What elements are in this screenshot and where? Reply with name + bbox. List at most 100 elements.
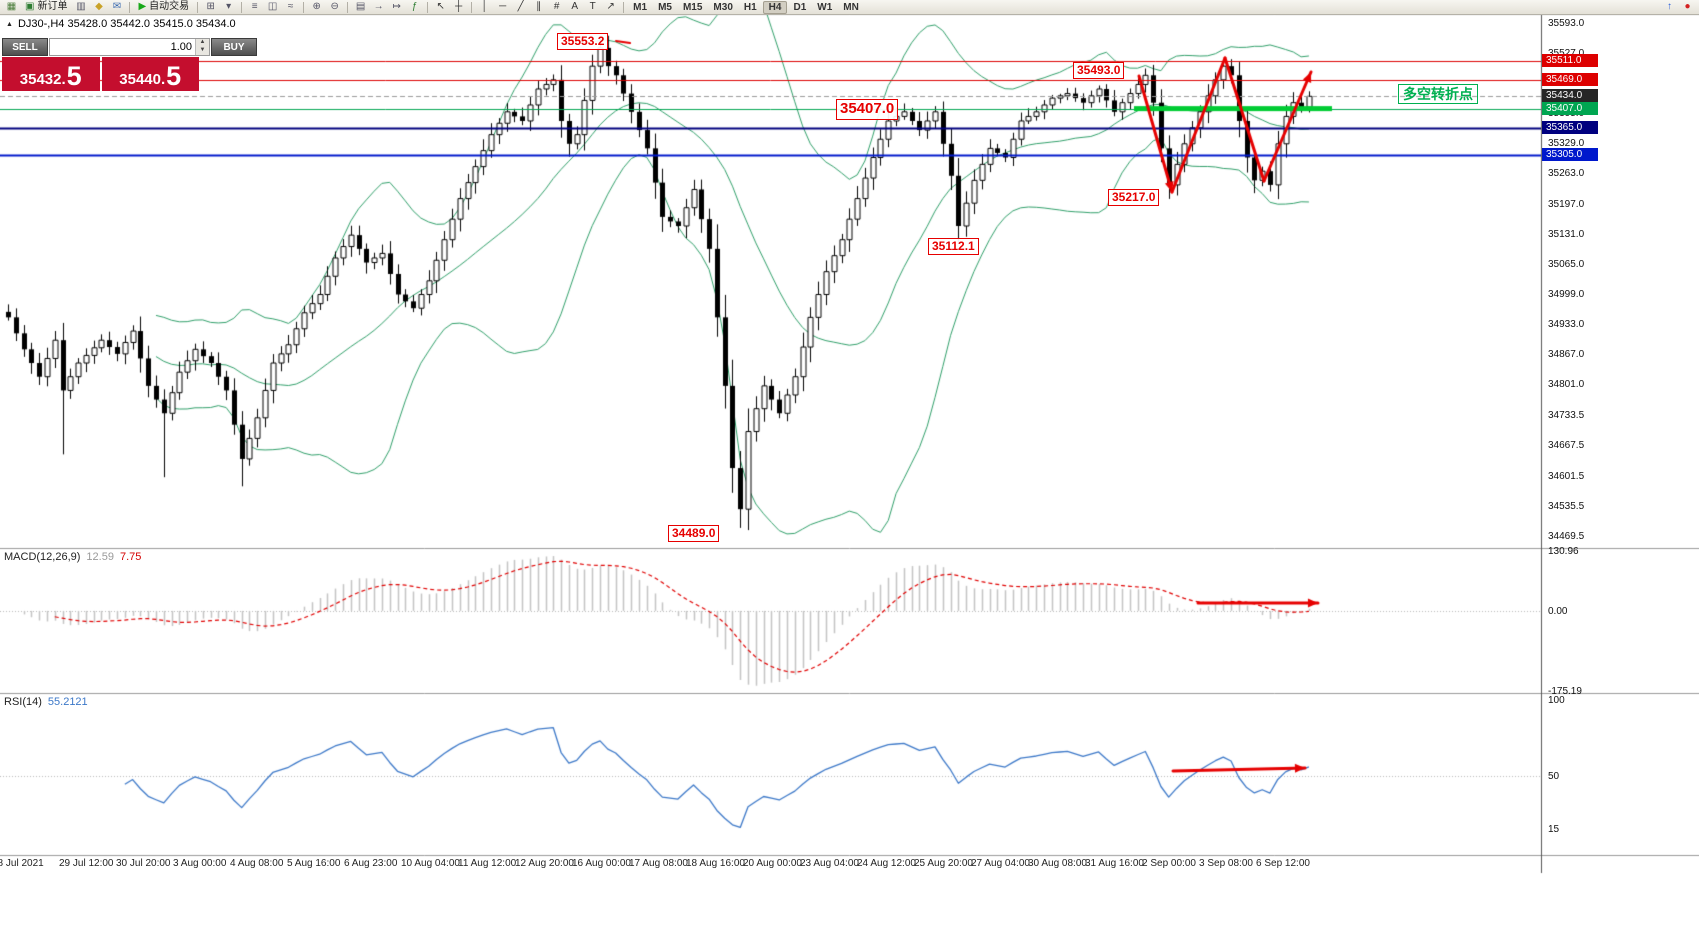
horizontal-line-icon[interactable]: ─ <box>499 1 507 12</box>
toolbar-separator <box>471 1 473 13</box>
text-icon[interactable]: A <box>571 1 578 12</box>
zoom-out-icon[interactable]: ⊖ <box>330 1 339 12</box>
autotrading-button[interactable]: ▶ 自动交易 <box>134 0 193 14</box>
price-axis-label: 34933.0 <box>1548 319 1585 331</box>
arrow-objects-icon[interactable]: ↗ <box>606 1 615 12</box>
auto-scroll-icon[interactable]: → <box>373 1 384 12</box>
new-order-button[interactable]: ▣ 新订单 <box>21 0 71 14</box>
market-depth-icon[interactable]: ▥ <box>76 1 86 12</box>
sell-price-main: 35432. <box>19 70 66 88</box>
connection-status-icon[interactable]: ● <box>1684 1 1691 12</box>
time-axis-label: 12 Aug 20:00 <box>515 858 574 869</box>
candle-chart-icon[interactable]: ◫ <box>267 1 278 12</box>
volume-down-icon[interactable]: ▼ <box>199 47 206 53</box>
price-axis-label: 34733.5 <box>1548 410 1585 422</box>
time-axis-label: 20 Aug 00:00 <box>743 858 802 869</box>
buy-price-pip: 5 <box>166 61 182 92</box>
buy-button[interactable]: BUY <box>211 38 257 56</box>
price-tag: 35469.0 <box>1542 73 1598 87</box>
time-axis-label: 10 Aug 04:00 <box>401 858 460 869</box>
new-order-button-label: 新订单 <box>37 1 68 12</box>
equidistant-channel-icon[interactable]: ∥ <box>536 1 542 12</box>
cursor-icon[interactable]: ↖ <box>436 1 445 12</box>
timeframe-h1[interactable]: H1 <box>743 1 757 13</box>
timeframe-m30[interactable]: M30 <box>713 1 733 13</box>
indicators-icon[interactable]: ƒ <box>411 1 418 12</box>
new-chart-icon[interactable]: ⊞ <box>206 1 215 12</box>
bar-chart-icon[interactable]: ≡ <box>251 1 258 12</box>
turning-point-note[interactable]: 多空转折点 <box>1398 84 1478 105</box>
toolbar-separator <box>427 1 429 13</box>
time-axis-label: 29 Jul 12:00 <box>59 858 114 869</box>
mailbox-icon[interactable]: ✉ <box>112 1 122 12</box>
rsi-value: 55.2121 <box>47 696 88 708</box>
rsi-name: RSI(14) <box>4 696 42 708</box>
trendline-icon[interactable]: ╱ <box>517 1 524 12</box>
price-annotation[interactable]: 35217.0 <box>1108 189 1160 206</box>
rsi-axis-label: 100 <box>1548 695 1565 706</box>
price-axis-label: 35527.0 <box>1548 48 1584 59</box>
volume-input[interactable] <box>50 39 195 55</box>
timeframe-m5[interactable]: M5 <box>658 1 672 13</box>
timeframe-m15[interactable]: M15 <box>682 1 703 13</box>
time-axis-label: 25 Aug 20:00 <box>914 858 973 869</box>
buy-price-main: 35440. <box>119 70 166 88</box>
time-axis-label: 27 Aug 04:00 <box>971 858 1030 869</box>
timeframe-m1[interactable]: M1 <box>633 1 648 13</box>
price-axis[interactable]: 35593.035527.035461.035395.035329.035263… <box>1542 15 1699 860</box>
price-annotation[interactable]: 35407.0 <box>836 99 899 120</box>
chart-window-icon[interactable]: ▦ <box>6 1 17 12</box>
price-annotation[interactable]: 35553.2 <box>557 33 609 50</box>
price-axis-label: 35065.0 <box>1548 258 1585 270</box>
toolbar-separator <box>303 1 305 13</box>
time-axis-label: 17 Aug 08:00 <box>629 858 688 869</box>
time-axis-label: 28 Jul 2021 <box>0 858 44 869</box>
volume-up-icon[interactable]: ▲ <box>199 39 206 45</box>
time-axis-label: 23 Aug 04:00 <box>800 858 859 869</box>
time-axis-label: 3 Aug 00:00 <box>173 858 227 869</box>
alerts-icon[interactable]: ◆ <box>95 1 103 12</box>
toolbar-separator <box>623 1 625 13</box>
price-annotation[interactable]: 35493.0 <box>1073 62 1125 79</box>
toolbar-separator <box>241 1 243 13</box>
time-axis-label: 3 Sep 08:00 <box>1199 858 1253 869</box>
sell-button[interactable]: SELL <box>2 38 48 56</box>
scroll-to-latest-icon[interactable]: ↑ <box>1667 1 1672 12</box>
time-axis-label: 18 Aug 16:00 <box>686 858 745 869</box>
rsi-indicator-label: RSI(14) 55.2121 <box>4 696 88 708</box>
chart-shift-icon[interactable]: ↦ <box>392 1 401 12</box>
price-axis-label: 34667.5 <box>1548 440 1585 452</box>
text-label-icon[interactable]: T <box>589 1 596 12</box>
one-click-toggle-icon[interactable]: ▲ <box>6 20 13 28</box>
timeframe-h4[interactable]: H4 <box>762 0 788 14</box>
timeframe-mn[interactable]: MN <box>843 1 859 13</box>
time-axis-label: 5 Aug 16:00 <box>287 858 341 869</box>
profiles-icon[interactable]: ▾ <box>226 1 232 12</box>
main-toolbar: ▦ ▣ 新订单 ▥ ◆ ✉ ▶ 自动交易 ⊞ ▾ ≡ ◫ ≈ ⊕ ⊖ ▤ → ↦ ƒ ↖ ┼ │ ─ ╱ ∥ # A T ↗ M1 M5 M1… <box>0 0 1699 15</box>
vertical-line-icon[interactable]: │ <box>481 1 488 12</box>
timeframe-w1[interactable]: W1 <box>817 1 833 13</box>
crosshair-icon[interactable]: ┼ <box>455 1 463 12</box>
toolbar-separator <box>347 1 349 13</box>
price-tag: 35305.0 <box>1542 148 1598 162</box>
price-annotation[interactable]: 35112.1 <box>928 238 979 255</box>
time-axis-label: 4 Aug 08:00 <box>230 858 284 869</box>
time-axis-label: 6 Aug 23:00 <box>344 858 398 869</box>
price-axis-label: 35197.0 <box>1548 198 1585 210</box>
timeframe-d1[interactable]: D1 <box>793 1 807 13</box>
sell-price-button[interactable]: 35432. 5 <box>2 57 100 91</box>
fibonacci-icon[interactable]: # <box>553 1 560 12</box>
price-axis-label: 34535.5 <box>1548 500 1585 512</box>
price-axis-label: 34867.0 <box>1548 349 1585 361</box>
line-chart-icon[interactable]: ≈ <box>287 1 294 12</box>
price-axis-label: 34801.0 <box>1548 379 1585 391</box>
buy-price-button[interactable]: 35440. 5 <box>101 57 199 92</box>
zoom-in-icon[interactable]: ⊕ <box>312 1 321 12</box>
price-axis-label: 35329.0 <box>1548 138 1585 150</box>
symbol-ohlc-readout: DJ30-,H4 35428.0 35442.0 35415.0 35434.0 <box>17 18 236 30</box>
tile-windows-icon[interactable]: ▤ <box>355 1 366 12</box>
time-axis-label: 11 Aug 12:00 <box>458 858 517 869</box>
price-annotation[interactable]: 34489.0 <box>668 525 720 542</box>
